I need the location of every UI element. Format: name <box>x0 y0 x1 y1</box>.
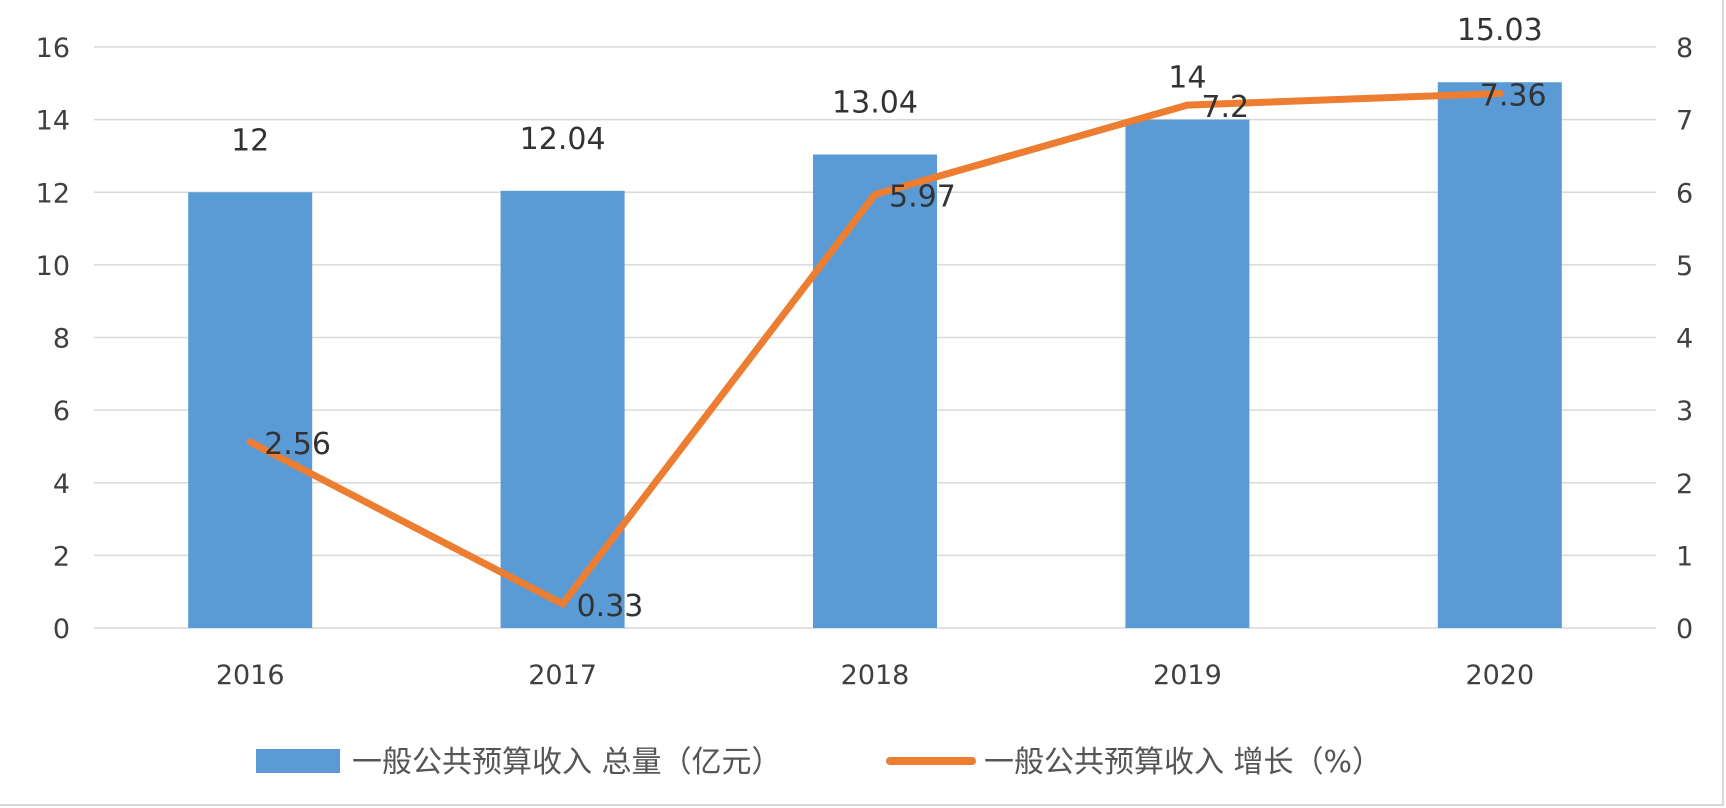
bar-value-label: 12 <box>231 123 269 158</box>
legend-swatch-bar <box>256 749 340 773</box>
line-point <box>1183 101 1191 109</box>
legend-label-bar: 一般公共预算收入 总量（亿元） <box>352 745 782 780</box>
legend: 一般公共预算收入 总量（亿元） 一般公共预算收入 增长（%） <box>256 745 1382 780</box>
right-tick-label: 7 <box>1676 106 1693 137</box>
bar <box>188 192 313 628</box>
right-tick-label: 0 <box>1676 614 1693 645</box>
right-tick-label: 5 <box>1676 251 1693 282</box>
x-tick-label: 2019 <box>1153 660 1222 691</box>
right-tick-label: 8 <box>1676 33 1693 64</box>
x-tick-label: 2018 <box>841 660 910 691</box>
x-tick-label: 2017 <box>528 660 597 691</box>
line-point <box>246 438 254 446</box>
x-axis-ticks: 2016 2017 2018 2019 2020 <box>216 660 1534 691</box>
left-tick-label: 6 <box>53 396 70 427</box>
right-axis-ticks: 0 1 2 3 4 5 6 7 8 <box>1676 33 1693 645</box>
left-tick-label: 4 <box>53 469 70 500</box>
right-tick-label: 4 <box>1676 324 1693 355</box>
legend-label-line: 一般公共预算收入 增长（%） <box>984 745 1382 780</box>
left-tick-label: 10 <box>36 251 70 282</box>
line-value-label: 7.36 <box>1480 78 1547 113</box>
left-tick-label: 8 <box>53 324 70 355</box>
left-tick-label: 14 <box>36 106 70 137</box>
bar-value-label: 14 <box>1168 61 1206 96</box>
x-tick-label: 2020 <box>1465 660 1534 691</box>
x-tick-label: 2016 <box>216 660 285 691</box>
bar-value-label: 13.04 <box>832 85 918 120</box>
left-tick-label: 2 <box>53 541 70 572</box>
bar-value-label: 15.03 <box>1457 13 1543 48</box>
data-labels: 12 12.04 13.04 14 15.03 2.56 0.33 5.97 7.2 7.36 <box>231 13 1546 624</box>
left-tick-label: 12 <box>36 178 70 209</box>
line-value-label: 5.97 <box>889 179 956 214</box>
line-point <box>871 190 879 198</box>
left-tick-label: 0 <box>53 614 70 645</box>
right-tick-label: 2 <box>1676 469 1693 500</box>
line-value-label: 2.56 <box>264 427 331 462</box>
line-series <box>246 89 1504 608</box>
bar <box>500 190 625 629</box>
right-tick-label: 3 <box>1676 396 1693 427</box>
bar-series <box>188 82 1562 629</box>
left-tick-label: 16 <box>36 33 70 64</box>
line-value-label: 0.33 <box>577 589 644 624</box>
line-point <box>559 600 567 608</box>
bar-value-label: 12.04 <box>520 122 606 157</box>
bar <box>1437 82 1562 628</box>
right-tick-label: 6 <box>1676 178 1693 209</box>
bar <box>813 154 937 629</box>
left-axis-ticks: 0 2 4 6 8 10 12 14 16 <box>36 33 70 645</box>
line-point <box>1496 89 1504 97</box>
line-value-label: 7.2 <box>1201 90 1249 125</box>
bar <box>1125 119 1250 628</box>
right-tick-label: 1 <box>1676 541 1693 572</box>
